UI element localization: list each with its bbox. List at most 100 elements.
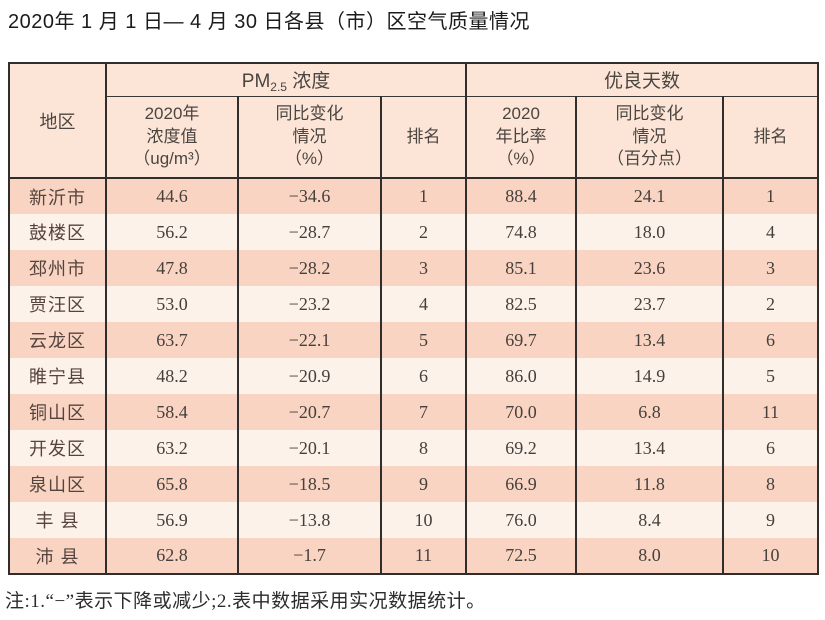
good-rank-cell: 6 [721, 322, 820, 358]
pm-rank-cell: 10 [380, 502, 467, 538]
good-ratio-cell: 69.7 [465, 322, 577, 358]
pm-value-cell: 48.2 [105, 358, 239, 394]
region-cell: 新沂市 [8, 178, 107, 214]
good-change-cell: 23.6 [575, 250, 724, 286]
pm-rank-header: 排名 [380, 96, 467, 179]
table-row: 泉山区 65.8 −18.5 9 66.9 11.8 8 [8, 466, 820, 502]
pm-change-cell: −20.9 [237, 358, 382, 394]
good-change-cell: 13.4 [575, 322, 724, 358]
pm-value-cell: 58.4 [105, 394, 239, 430]
good-rank-cell: 2 [721, 286, 820, 322]
pm-change-cell: −34.6 [237, 178, 382, 214]
pm-value-cell: 53.0 [105, 286, 239, 322]
pm-value-cell: 47.8 [105, 250, 239, 286]
good-ratio-cell: 88.4 [465, 178, 577, 214]
pm-value-cell: 62.8 [105, 538, 239, 574]
pm-change-cell: −28.2 [237, 250, 382, 286]
good-rank-cell: 1 [721, 178, 820, 214]
pm-rank-cell: 4 [380, 286, 467, 322]
pm25-label-subscript: 2.5 [270, 80, 287, 95]
pm-change-cell: −13.8 [237, 502, 382, 538]
good-change-cell: 18.0 [575, 214, 724, 250]
good-rank-cell: 5 [721, 358, 820, 394]
pm25-group-header: PM2.5 浓度 [105, 63, 467, 97]
good-ratio-cell: 66.9 [465, 466, 577, 502]
good-rank-cell: 9 [721, 502, 820, 538]
good-ratio-cell: 86.0 [465, 358, 577, 394]
pm-rank-cell: 8 [380, 430, 467, 466]
region-column-header: 地区 [8, 63, 107, 179]
good-ratio-header: 2020 年比率 （%） [465, 96, 577, 179]
pm-rank-cell: 7 [380, 394, 467, 430]
pm25-label-suffix: 浓度 [286, 71, 331, 93]
sub-header-row: 2020年 浓度值 （ug/m³） 同比变化 情况 （%） 排名 2020 年比… [9, 96, 820, 179]
pm-change-cell: −20.7 [237, 394, 382, 430]
good-change-cell: 13.4 [575, 430, 724, 466]
pm-rank-cell: 5 [380, 322, 467, 358]
good-change-cell: 8.4 [575, 502, 724, 538]
footnote: 注:1.“−”表示下降或减少;2.表中数据采用实况数据统计。 [5, 591, 486, 612]
table-row: 新沂市 44.6 −34.6 1 88.4 24.1 1 [8, 178, 820, 214]
good-rank-cell: 8 [721, 466, 820, 502]
good-rank-header: 排名 [721, 96, 820, 179]
pm-change-cell: −20.1 [237, 430, 382, 466]
good-change-cell: 23.7 [575, 286, 724, 322]
pm-change-cell: −1.7 [237, 538, 382, 574]
pm-value-cell: 56.2 [105, 214, 239, 250]
region-cell: 沛 县 [8, 538, 107, 574]
region-cell: 贾汪区 [8, 286, 107, 322]
pm-rank-cell: 11 [380, 538, 467, 574]
good-rank-cell: 4 [721, 214, 820, 250]
pm-value-cell: 63.7 [105, 322, 239, 358]
good-change-cell: 6.8 [575, 394, 724, 430]
good-change-cell: 14.9 [575, 358, 724, 394]
good-ratio-cell: 70.0 [465, 394, 577, 430]
good-change-cell: 11.8 [575, 466, 724, 502]
region-cell: 鼓楼区 [8, 214, 107, 250]
table-row: 云龙区 63.7 −22.1 5 69.7 13.4 6 [8, 322, 820, 358]
pm25-label-prefix: PM [241, 71, 271, 93]
pm-value-header: 2020年 浓度值 （ug/m³） [105, 96, 239, 179]
region-cell: 铜山区 [8, 394, 107, 430]
good-rank-cell: 6 [721, 430, 820, 466]
pm-value-cell: 56.9 [105, 502, 239, 538]
pm-change-header: 同比变化 情况 （%） [237, 96, 382, 179]
group-header-row: 地区 PM2.5 浓度 优良天数 [8, 63, 820, 179]
air-quality-table: 地区 PM2.5 浓度 优良天数 2020年 浓度值 （ug/m³） 同比变化 … [8, 62, 820, 575]
pm-rank-cell: 2 [380, 214, 467, 250]
good-ratio-cell: 82.5 [465, 286, 577, 322]
pm-rank-cell: 6 [380, 358, 467, 394]
good-ratio-cell: 69.2 [465, 430, 577, 466]
table-row: 睢宁县 48.2 −20.9 6 86.0 14.9 5 [8, 358, 820, 394]
table-row: 鼓楼区 56.2 −28.7 2 74.8 18.0 4 [8, 214, 820, 250]
pm-change-cell: −22.1 [237, 322, 382, 358]
region-cell: 丰 县 [8, 502, 107, 538]
table-header: 地区 PM2.5 浓度 优良天数 2020年 浓度值 （ug/m³） 同比变化 … [8, 63, 820, 179]
table-row: 丰 县 56.9 −13.8 10 76.0 8.4 9 [8, 502, 820, 538]
good-ratio-cell: 76.0 [465, 502, 577, 538]
good-days-group-header: 优良天数 [464, 63, 820, 97]
good-rank-cell: 10 [721, 538, 820, 574]
region-cell: 睢宁县 [8, 358, 107, 394]
pm-change-cell: −28.7 [237, 214, 382, 250]
table-body: 新沂市 44.6 −34.6 1 88.4 24.1 1 鼓楼区 56.2 −2… [8, 178, 820, 574]
table-row: 邳州市 47.8 −28.2 3 85.1 23.6 3 [8, 250, 820, 286]
good-change-header: 同比变化 情况 （百分点） [575, 96, 724, 179]
region-cell: 开发区 [8, 430, 107, 466]
pm-rank-cell: 1 [380, 178, 467, 214]
good-change-cell: 8.0 [575, 538, 724, 574]
pm-rank-cell: 9 [380, 466, 467, 502]
pm-rank-cell: 3 [380, 250, 467, 286]
table-row: 沛 县 62.8 −1.7 11 72.5 8.0 10 [8, 538, 820, 574]
page-title: 2020年 1 月 1 日— 4 月 30 日各县（市）区空气质量情况 [8, 11, 531, 33]
good-rank-cell: 11 [721, 394, 820, 430]
good-ratio-cell: 74.8 [465, 214, 577, 250]
region-cell: 泉山区 [8, 466, 107, 502]
table-row: 贾汪区 53.0 −23.2 4 82.5 23.7 2 [8, 286, 820, 322]
pm-change-cell: −18.5 [237, 466, 382, 502]
pm-value-cell: 44.6 [105, 178, 239, 214]
good-ratio-cell: 85.1 [465, 250, 577, 286]
pm-value-cell: 65.8 [105, 466, 239, 502]
good-rank-cell: 3 [721, 250, 820, 286]
table-row: 铜山区 58.4 −20.7 7 70.0 6.8 11 [8, 394, 820, 430]
